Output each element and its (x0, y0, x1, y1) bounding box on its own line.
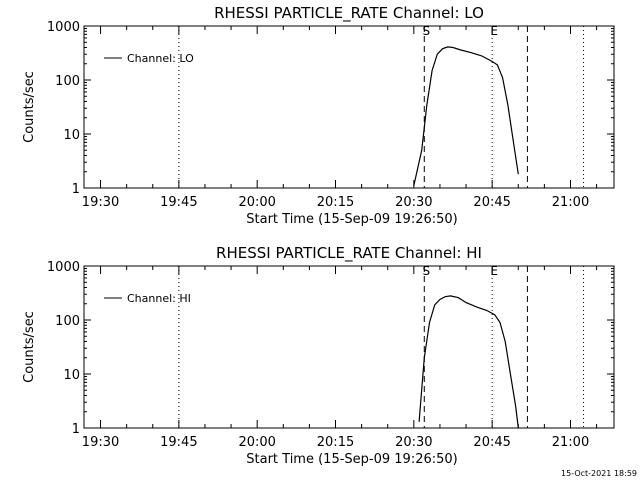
x-tick-label: 19:30 (82, 435, 119, 450)
x-axis-label: Start Time (15-Sep-09 19:26:50) (246, 452, 457, 467)
legend-label: Channel: HI (127, 292, 191, 305)
x-tick-label: 20:00 (238, 435, 275, 450)
x-tick-label: 20:45 (473, 195, 510, 210)
x-tick-label: 20:30 (395, 435, 432, 450)
marker-label-s: S (422, 24, 430, 38)
y-tick-label: 1 (72, 422, 80, 437)
x-tick-label: 20:45 (473, 435, 510, 450)
y-axis-label: Counts/sec (22, 71, 37, 143)
chart-title: RHESSI PARTICLE_RATE Channel: LO (214, 4, 484, 23)
y-tick-label: 1 (72, 182, 80, 197)
plot-frame (83, 25, 615, 189)
y-tick-label: 100 (55, 314, 80, 329)
x-tick-label: 21:00 (552, 195, 589, 210)
marker-label-e: E (490, 24, 498, 38)
y-tick-label: 100 (55, 74, 80, 89)
chart-title: RHESSI PARTICLE_RATE Channel: HI (216, 244, 482, 263)
y-tick-label: 10 (63, 128, 80, 143)
x-tick-label: 19:30 (82, 195, 119, 210)
chart-panel-2: RHESSI PARTICLE_RATE Channel: HI Start Ti… (22, 244, 615, 467)
chart-panel-1: RHESSI PARTICLE_RATE Channel: LO Start Ti… (22, 4, 615, 227)
x-tick-label: 20:00 (238, 195, 275, 210)
y-tick-label: 1000 (47, 260, 80, 275)
y-axis-label: Counts/sec (22, 311, 37, 383)
y-tick-label: 1000 (47, 20, 80, 35)
footer-timestamp: 15-Oct-2021 18:59 (561, 469, 637, 478)
x-tick-label: 19:45 (160, 435, 197, 450)
x-tick-label: 21:00 (552, 435, 589, 450)
x-tick-label: 19:45 (160, 195, 197, 210)
series-line-1 (418, 295, 519, 429)
legend-label: Channel: LO (127, 52, 194, 65)
plot-frame (83, 265, 615, 429)
marker-label-s: S (422, 264, 430, 278)
y-tick-label: 10 (63, 368, 80, 383)
x-tick-label: 20:15 (317, 435, 354, 450)
x-tick-label: 20:30 (395, 195, 432, 210)
series-line-1 (413, 46, 519, 186)
x-axis-label: Start Time (15-Sep-09 19:26:50) (246, 212, 457, 227)
marker-label-e: E (490, 264, 498, 278)
x-tick-label: 20:15 (317, 195, 354, 210)
